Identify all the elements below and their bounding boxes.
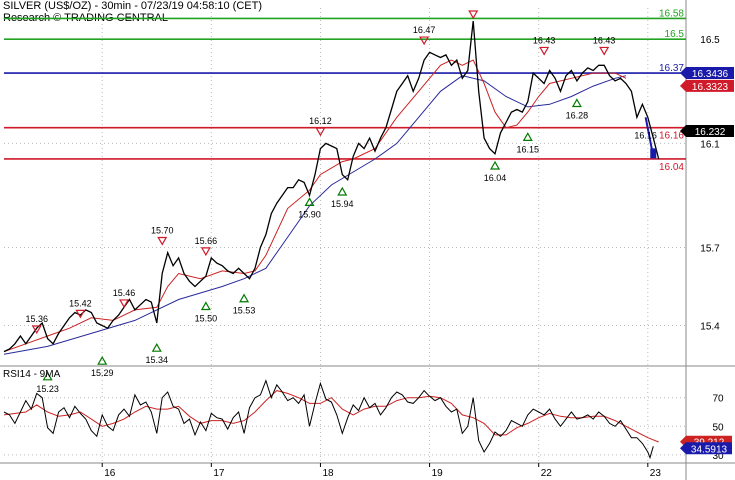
resistance-marker — [419, 36, 430, 46]
resistance-label: 15.46 — [113, 288, 136, 298]
time-tick-label: 19 — [432, 468, 444, 479]
resistance-label: 15.42 — [69, 298, 92, 308]
support-marker — [522, 132, 533, 141]
support-label: 16.28 — [566, 111, 589, 121]
resistance-label: 16.43 — [533, 35, 556, 45]
support-label: 16.15 — [517, 144, 540, 154]
ma-short-line — [3, 59, 627, 353]
level-label: 16.04 — [659, 162, 684, 173]
support-label: 15.23 — [36, 384, 59, 394]
resistance-marker — [31, 325, 42, 335]
price-tag-label: 16.3436 — [692, 69, 729, 80]
time-tick-label: 17 — [213, 468, 225, 479]
resistance-label: 15.70 — [151, 225, 174, 235]
price-line — [3, 20, 660, 353]
resistance-label: 16.43 — [593, 35, 616, 45]
price-tick-label: 16.1 — [700, 139, 720, 150]
rsi-tag-pivot — [680, 442, 732, 455]
support-marker — [239, 293, 250, 303]
price-tick-label: 15.4 — [700, 322, 720, 333]
resistance-marker — [599, 46, 610, 56]
resistance-label: 16.47 — [413, 25, 436, 35]
rsi-tick-label: 30 — [712, 451, 724, 462]
support-marker — [304, 197, 315, 207]
support-label: 15.94 — [331, 199, 354, 209]
level-label: 16.58 — [659, 8, 684, 19]
support-marker — [42, 371, 53, 381]
rsi-ma-line — [3, 390, 659, 443]
support-label: 16.04 — [484, 173, 507, 183]
time-tick-label: 16 — [104, 468, 116, 479]
level-label: 16.37 — [659, 63, 684, 74]
support-marker — [337, 186, 348, 196]
price-tag-pivot — [680, 66, 734, 79]
time-tick-label: 22 — [541, 468, 553, 479]
rsi-tick-label: 70 — [712, 394, 724, 405]
resistance-marker — [200, 247, 211, 257]
time-tick-label: 23 — [650, 468, 662, 479]
support-marker — [97, 355, 108, 365]
resistance-label: 15.66 — [195, 236, 218, 246]
support-label: 15.50 — [195, 314, 218, 324]
support-label: 15.53 — [233, 306, 256, 316]
rsi-tick-label: 50 — [712, 422, 724, 433]
price-tag-support — [680, 79, 734, 92]
level-label: 16.5 — [665, 29, 685, 40]
chart-title: SILVER (US$/OZ) - 30min - 07/23/19 04:58… — [3, 0, 263, 12]
support-label: 15.34 — [146, 355, 169, 365]
resistance-marker — [118, 299, 130, 309]
resistance-marker — [539, 46, 550, 56]
resistance-marker — [75, 309, 86, 319]
rsi-tag-label: 34.5913 — [691, 444, 728, 455]
support-marker — [571, 98, 582, 108]
price-annotation: 16.16 — [634, 131, 657, 141]
resistance-label: 15.36 — [25, 314, 48, 324]
price-tag-label: 16.232 — [695, 127, 726, 138]
support-marker — [200, 301, 211, 311]
resistance-marker — [157, 236, 168, 246]
resistance-marker — [315, 127, 326, 137]
support-marker — [151, 342, 162, 352]
price-tag-label: 16.3323 — [692, 82, 729, 93]
level-label: 16.16 — [659, 131, 684, 142]
price-tick-label: 15.7 — [700, 243, 720, 254]
support-label: 15.29 — [91, 368, 114, 378]
ma-long-line — [3, 75, 627, 355]
rsi-title: RSI14 - 9MA — [3, 369, 61, 380]
resistance-marker — [468, 10, 479, 20]
support-marker — [490, 160, 501, 170]
price-tag-current_tag — [680, 124, 734, 137]
price-tick-label: 16.5 — [700, 35, 720, 46]
projection-arrow — [650, 148, 657, 159]
time-tick-label: 18 — [322, 468, 334, 479]
resistance-label: 16.12 — [309, 116, 332, 126]
support-label: 15.90 — [298, 209, 321, 219]
rsi-line — [3, 379, 654, 460]
